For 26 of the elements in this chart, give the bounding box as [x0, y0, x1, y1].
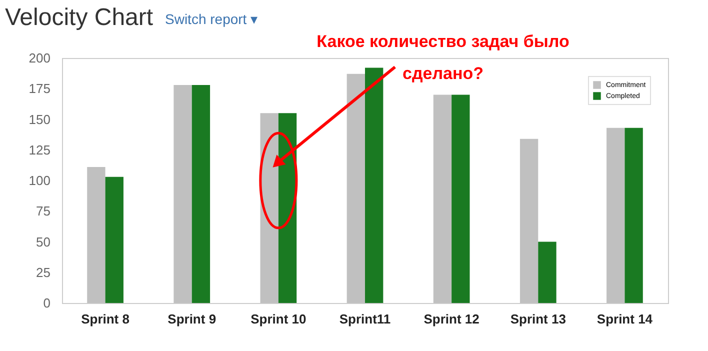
bar: [365, 68, 384, 303]
x-tick-label: Sprint11: [339, 312, 391, 326]
y-tick-label: 150: [28, 112, 50, 127]
y-tick-label: 175: [28, 81, 50, 96]
annotation: Какое количество задач было сделано?: [316, 32, 570, 83]
chart-subtitle: Switch report ▾: [165, 11, 258, 27]
bar: [192, 84, 210, 303]
x-tick-label: Sprint 13: [510, 312, 566, 326]
y-tick-label: 200: [28, 50, 50, 66]
bar: [624, 128, 643, 303]
x-tick-label: Sprint 9: [168, 312, 216, 326]
y-tick-label: 100: [28, 173, 50, 188]
chart-title: Velocity Chart: [5, 4, 154, 31]
bar: [538, 242, 556, 303]
y-tick-label: 75: [36, 204, 50, 219]
bar: [105, 176, 124, 303]
y-tick-label: 50: [36, 234, 50, 250]
x-tick-label: Sprint 8: [81, 312, 130, 326]
y-tick-label: 25: [36, 264, 50, 280]
x-tick-label: Sprint 14: [596, 312, 654, 326]
bar: [278, 113, 297, 303]
y-tick-label: 0: [43, 296, 50, 310]
x-tick-label: Sprint 12: [424, 312, 480, 326]
bar: [452, 94, 470, 303]
x-tick-label: Sprint 10: [250, 312, 306, 326]
y-tick-label: 125: [28, 142, 50, 158]
